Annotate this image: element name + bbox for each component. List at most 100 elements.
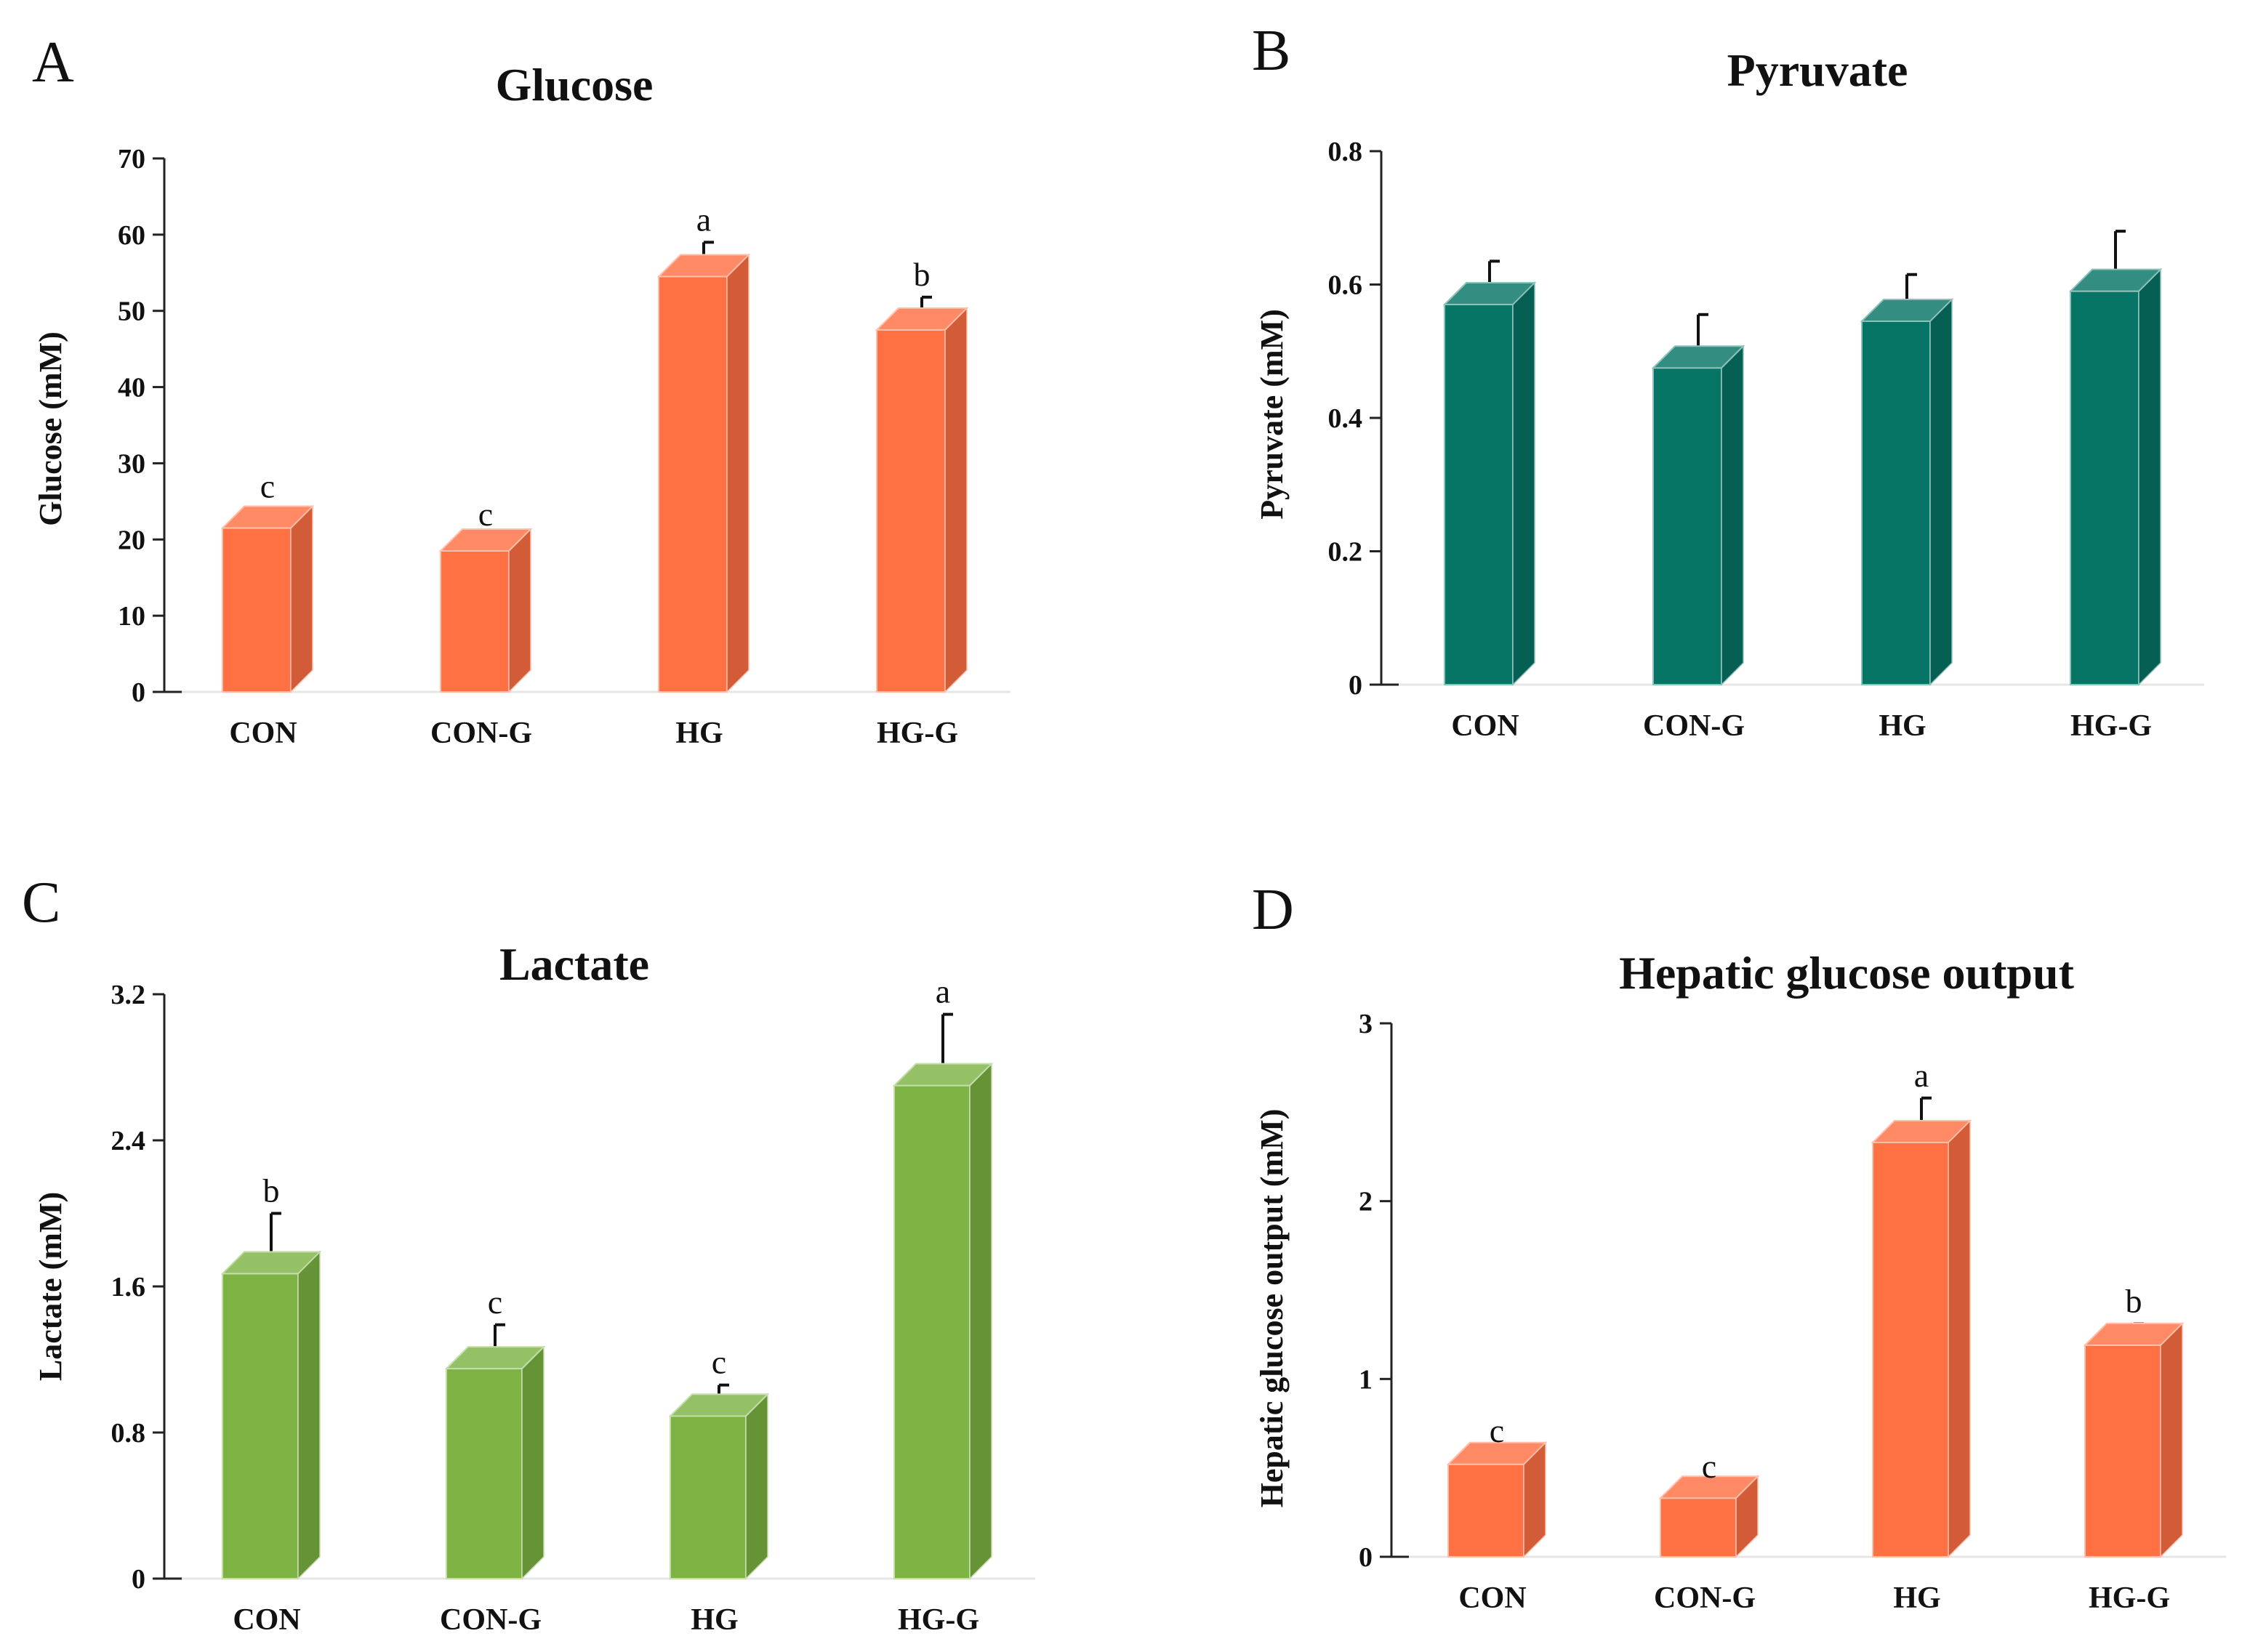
x-category-label: CON-G xyxy=(1654,1582,1756,1615)
bar-hg xyxy=(656,241,751,693)
bar-side xyxy=(1512,281,1535,686)
bar-con xyxy=(220,1212,322,1580)
bar-front xyxy=(222,1273,299,1579)
x-category-label: CON xyxy=(229,717,297,750)
significance-label: c xyxy=(478,496,493,533)
significance-label: b xyxy=(2126,1282,2142,1319)
chart-title: Hepatic glucose output xyxy=(1619,947,2074,999)
significance-label: a xyxy=(1914,1057,1929,1094)
y-axis-label: Hepatic glucose output (mM) xyxy=(1254,1109,1290,1508)
bar-front xyxy=(670,1415,747,1579)
x-category-label: CON xyxy=(233,1603,300,1637)
plot-area: 0 10 20 30 40 50 60 70 c CON c CON-G a HG b HG-G xyxy=(118,144,1010,750)
bar-front xyxy=(1660,1497,1737,1558)
x-category-label: HG xyxy=(1893,1582,1940,1615)
chart-title: Glucose xyxy=(496,59,654,110)
significance-label: c xyxy=(488,1284,502,1321)
bar-hg-g xyxy=(2068,230,2163,686)
bar-front xyxy=(1872,1141,1949,1558)
panel-letter: D xyxy=(1252,878,1294,942)
plot-area: 0 1 2 3 c CON c CON-G a HG b HG-G xyxy=(1359,1009,2226,1615)
bar-top xyxy=(668,1393,770,1417)
bar-top xyxy=(1860,298,1954,322)
bar-hg xyxy=(1860,273,1954,686)
y-tick-label: 20 xyxy=(118,525,145,555)
chart-panel-b: B Pyruvate Pyruvate (mM) 0 0.2 0.4 0.6 0.8 CO… xyxy=(1252,19,2204,743)
y-tick-label: 1.6 xyxy=(111,1272,146,1302)
y-tick-label: 0 xyxy=(1349,670,1362,701)
bar-side xyxy=(508,528,531,693)
y-tick-label: 70 xyxy=(118,144,145,174)
bar-front xyxy=(222,527,292,693)
plot-area: 0 0.8 1.6 2.4 3.2 b CON c CON-G c HG a HG-G xyxy=(111,973,1035,1637)
y-tick-label: 40 xyxy=(118,373,145,403)
significance-label: a xyxy=(936,973,950,1010)
x-category-label: HG xyxy=(1879,709,1926,743)
y-tick-label: 0.2 xyxy=(1328,537,1363,568)
y-tick-label: 0.6 xyxy=(1328,270,1363,301)
bar-con-g xyxy=(1658,1475,1760,1558)
y-tick-label: 60 xyxy=(118,220,145,251)
y-tick-label: 0.4 xyxy=(1328,403,1363,434)
bar-side xyxy=(1948,1119,1971,1558)
bar-side xyxy=(944,307,968,693)
bar-front xyxy=(1861,320,1931,685)
bar-con-g xyxy=(444,1323,546,1580)
bar-con xyxy=(1446,1441,1548,1558)
significance-label: b xyxy=(914,256,931,293)
significance-label: c xyxy=(1490,1412,1504,1449)
bar-side xyxy=(297,1250,321,1580)
bar-front xyxy=(1444,304,1514,685)
bar-top xyxy=(220,505,315,529)
y-tick-label: 50 xyxy=(118,297,145,327)
bar-top xyxy=(1442,282,1537,306)
bar-front xyxy=(1447,1463,1524,1558)
bar-front xyxy=(658,275,728,693)
bar-front xyxy=(876,329,946,693)
bar-side xyxy=(521,1345,545,1580)
bar-side xyxy=(2138,267,2161,686)
bar-con-g xyxy=(438,528,533,693)
x-category-label: HG-G xyxy=(898,1603,979,1637)
bar-top xyxy=(1871,1119,1972,1143)
bar-front xyxy=(893,1084,971,1579)
chart-title: Lactate xyxy=(499,938,649,990)
y-tick-label: 0 xyxy=(132,677,145,708)
panel-letter: B xyxy=(1252,19,1290,83)
bar-hg-g xyxy=(892,1012,994,1580)
bar-top xyxy=(438,528,533,552)
x-category-label: CON-G xyxy=(440,1603,542,1637)
bar-side xyxy=(745,1393,768,1580)
x-category-label: HG-G xyxy=(2089,1582,2170,1615)
y-axis-label: Glucose (mM) xyxy=(33,331,68,526)
bar-top xyxy=(220,1251,322,1275)
bar-con xyxy=(220,504,315,693)
x-category-label: CON-G xyxy=(1643,709,1745,743)
bar-hg xyxy=(668,1383,770,1580)
bar-hg-g xyxy=(875,295,969,693)
y-tick-label: 2.4 xyxy=(111,1126,146,1156)
y-tick-label: 0.8 xyxy=(111,1418,146,1448)
bar-front xyxy=(440,550,510,693)
bar-top xyxy=(1651,345,1745,369)
bar-top xyxy=(2068,268,2163,292)
bar-top xyxy=(2083,1322,2185,1346)
y-tick-label: 0 xyxy=(1359,1542,1373,1573)
bar-side xyxy=(969,1062,992,1580)
bar-top xyxy=(875,307,969,331)
y-axis-label: Pyruvate (mM) xyxy=(1254,309,1290,520)
bar-hg-g xyxy=(2083,1322,2185,1558)
y-tick-label: 10 xyxy=(118,601,145,632)
significance-label: a xyxy=(696,201,711,238)
y-tick-label: 2 xyxy=(1359,1187,1373,1217)
bar-top xyxy=(892,1063,994,1087)
bar-front xyxy=(446,1368,523,1579)
bar-top xyxy=(1446,1441,1548,1465)
bar-side xyxy=(1721,344,1744,686)
x-category-label: CON xyxy=(1458,1582,1526,1615)
x-category-label: HG-G xyxy=(2070,709,2152,743)
x-category-label: HG xyxy=(675,717,723,750)
bar-side xyxy=(726,253,750,693)
bar-side xyxy=(2160,1322,2183,1558)
